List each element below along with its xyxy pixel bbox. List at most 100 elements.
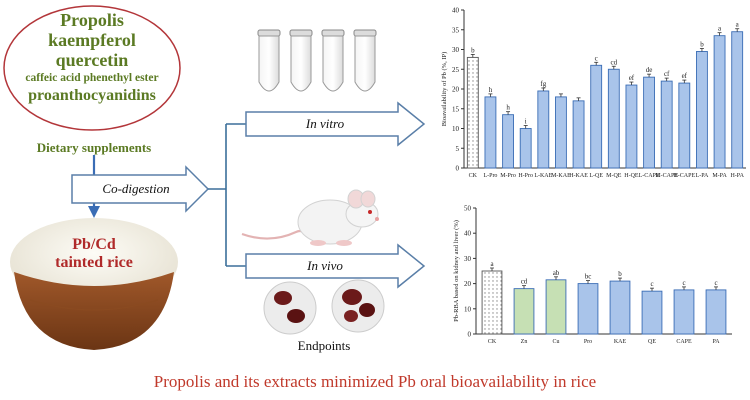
category-label: Zn [521, 339, 528, 345]
category-label: CK [469, 173, 478, 179]
category-label: M-QE [606, 173, 622, 179]
y-tick-label: 0 [456, 165, 460, 173]
rice-bowl [10, 218, 178, 350]
chart-in-vitro: 0 5 10 15 20 25 30 35 40 Bioavailability of Pb (%… [441, 7, 746, 179]
category-label: M-Pro [500, 173, 516, 179]
category-label: Cu [552, 339, 559, 345]
bar [673, 289, 695, 335]
significance-letter: bc [585, 273, 592, 281]
y-tick-label: 40 [452, 7, 460, 15]
significance-letter: i [525, 118, 527, 126]
co-digestion-label: Co-digestion [102, 181, 170, 196]
y-tick-label: 20 [464, 280, 472, 288]
bar [577, 283, 599, 335]
bar [572, 100, 585, 169]
in-vitro-arrow [245, 101, 426, 147]
y-tick-label: 5 [456, 145, 460, 153]
rice-label-line2: tainted rice [55, 254, 133, 271]
category-label: QE [648, 339, 656, 345]
significance-letter: c [714, 279, 717, 287]
bar [678, 82, 691, 169]
endpoint-dishes [263, 279, 385, 335]
category-label: H-Pro [518, 173, 533, 179]
significance-letter: c [595, 54, 598, 62]
bar [481, 270, 503, 335]
significance-letter: ef [682, 72, 688, 80]
bar [607, 68, 620, 169]
bar [555, 96, 567, 169]
y-tick-label: 25 [452, 66, 460, 74]
in-vivo-arrow [245, 243, 426, 289]
y-tick-label: 50 [464, 205, 472, 213]
category-label: PA [712, 339, 720, 345]
category-label: L-Pro [483, 173, 497, 179]
bar [590, 64, 603, 169]
y-tick-label: 0 [468, 331, 472, 339]
category-label: H-KAE [569, 173, 588, 179]
category-label: H-PA [730, 173, 744, 179]
significance-letter: b [700, 40, 704, 48]
category-label: CK [488, 339, 497, 345]
significance-letter: c [682, 279, 685, 287]
chart-in-vivo: 0 10 20 30 40 50 Pb-RBA based on kidney and li… [453, 205, 732, 345]
bar [519, 128, 532, 169]
compound-kaempferol: kaempferol [48, 30, 136, 50]
in-vivo-label: In vivo [307, 258, 343, 273]
bottom-title: Propolis and its extracts minimized Pb o… [153, 372, 597, 391]
significance-letter: c [650, 280, 653, 288]
bar [609, 280, 631, 335]
category-label: L-KAE [534, 173, 552, 179]
significance-letter: a [490, 260, 494, 268]
bar [731, 31, 744, 169]
category-label: M-CAPE [655, 173, 678, 179]
y-tick-label: 20 [452, 86, 460, 94]
compound-proanthocyanidins: proanthocyanidins [28, 87, 156, 104]
y-tick-label: 10 [464, 305, 472, 313]
significance-letter: cf [664, 70, 670, 78]
significance-letter: h [506, 104, 510, 112]
y-tick-label: 15 [452, 105, 460, 113]
bar [513, 288, 535, 335]
supplements-list: Propolis kaempferol quercetin caffeic ac… [4, 10, 180, 105]
in-vitro-label: In vitro [305, 116, 345, 131]
bar [502, 114, 514, 169]
significance-letter: a [718, 25, 722, 33]
category-label: H-QE [624, 173, 639, 179]
y-tick-label: 40 [464, 230, 472, 238]
y-tick-label: 30 [464, 255, 472, 263]
significance-letter: cd [521, 278, 528, 286]
category-label: L-PA [696, 173, 709, 179]
significance-letter: fg [540, 80, 546, 88]
bar [545, 279, 567, 335]
y-tick-label: 30 [452, 46, 460, 54]
significance-letter: a [736, 21, 740, 29]
category-label: CAPE [676, 339, 692, 345]
y-axis-label: Bioavailability of Pb (%, IP) [441, 52, 448, 127]
bar [643, 76, 655, 169]
endpoints-label: Endpoints [297, 338, 351, 353]
rice-label-line1: Pb/Cd [72, 236, 116, 253]
mouse-illustration [241, 189, 379, 246]
category-label: KAE [614, 339, 627, 345]
bar [625, 84, 638, 169]
significance-letter: ab [553, 269, 560, 277]
co-digestion-arrow [71, 165, 210, 213]
bar [696, 51, 708, 169]
category-label: L-CAPE [639, 173, 660, 179]
bar [660, 80, 673, 169]
y-tick-label: 10 [452, 125, 460, 133]
test-tubes [257, 29, 377, 92]
category-label: M-KAE [551, 173, 571, 179]
bar [713, 35, 726, 169]
y-tick-label: 35 [452, 26, 460, 34]
bar [641, 290, 663, 335]
bar [466, 56, 479, 169]
compound-propolis: Propolis [60, 10, 124, 30]
compound-cape: caffeic acid phenethyl ester [25, 72, 159, 84]
category-label: M-PA [712, 173, 727, 179]
category-label: Pro [584, 339, 592, 345]
significance-letter: ef [629, 74, 635, 82]
compound-quercetin: quercetin [55, 50, 129, 70]
significance-letter: de [646, 66, 653, 74]
